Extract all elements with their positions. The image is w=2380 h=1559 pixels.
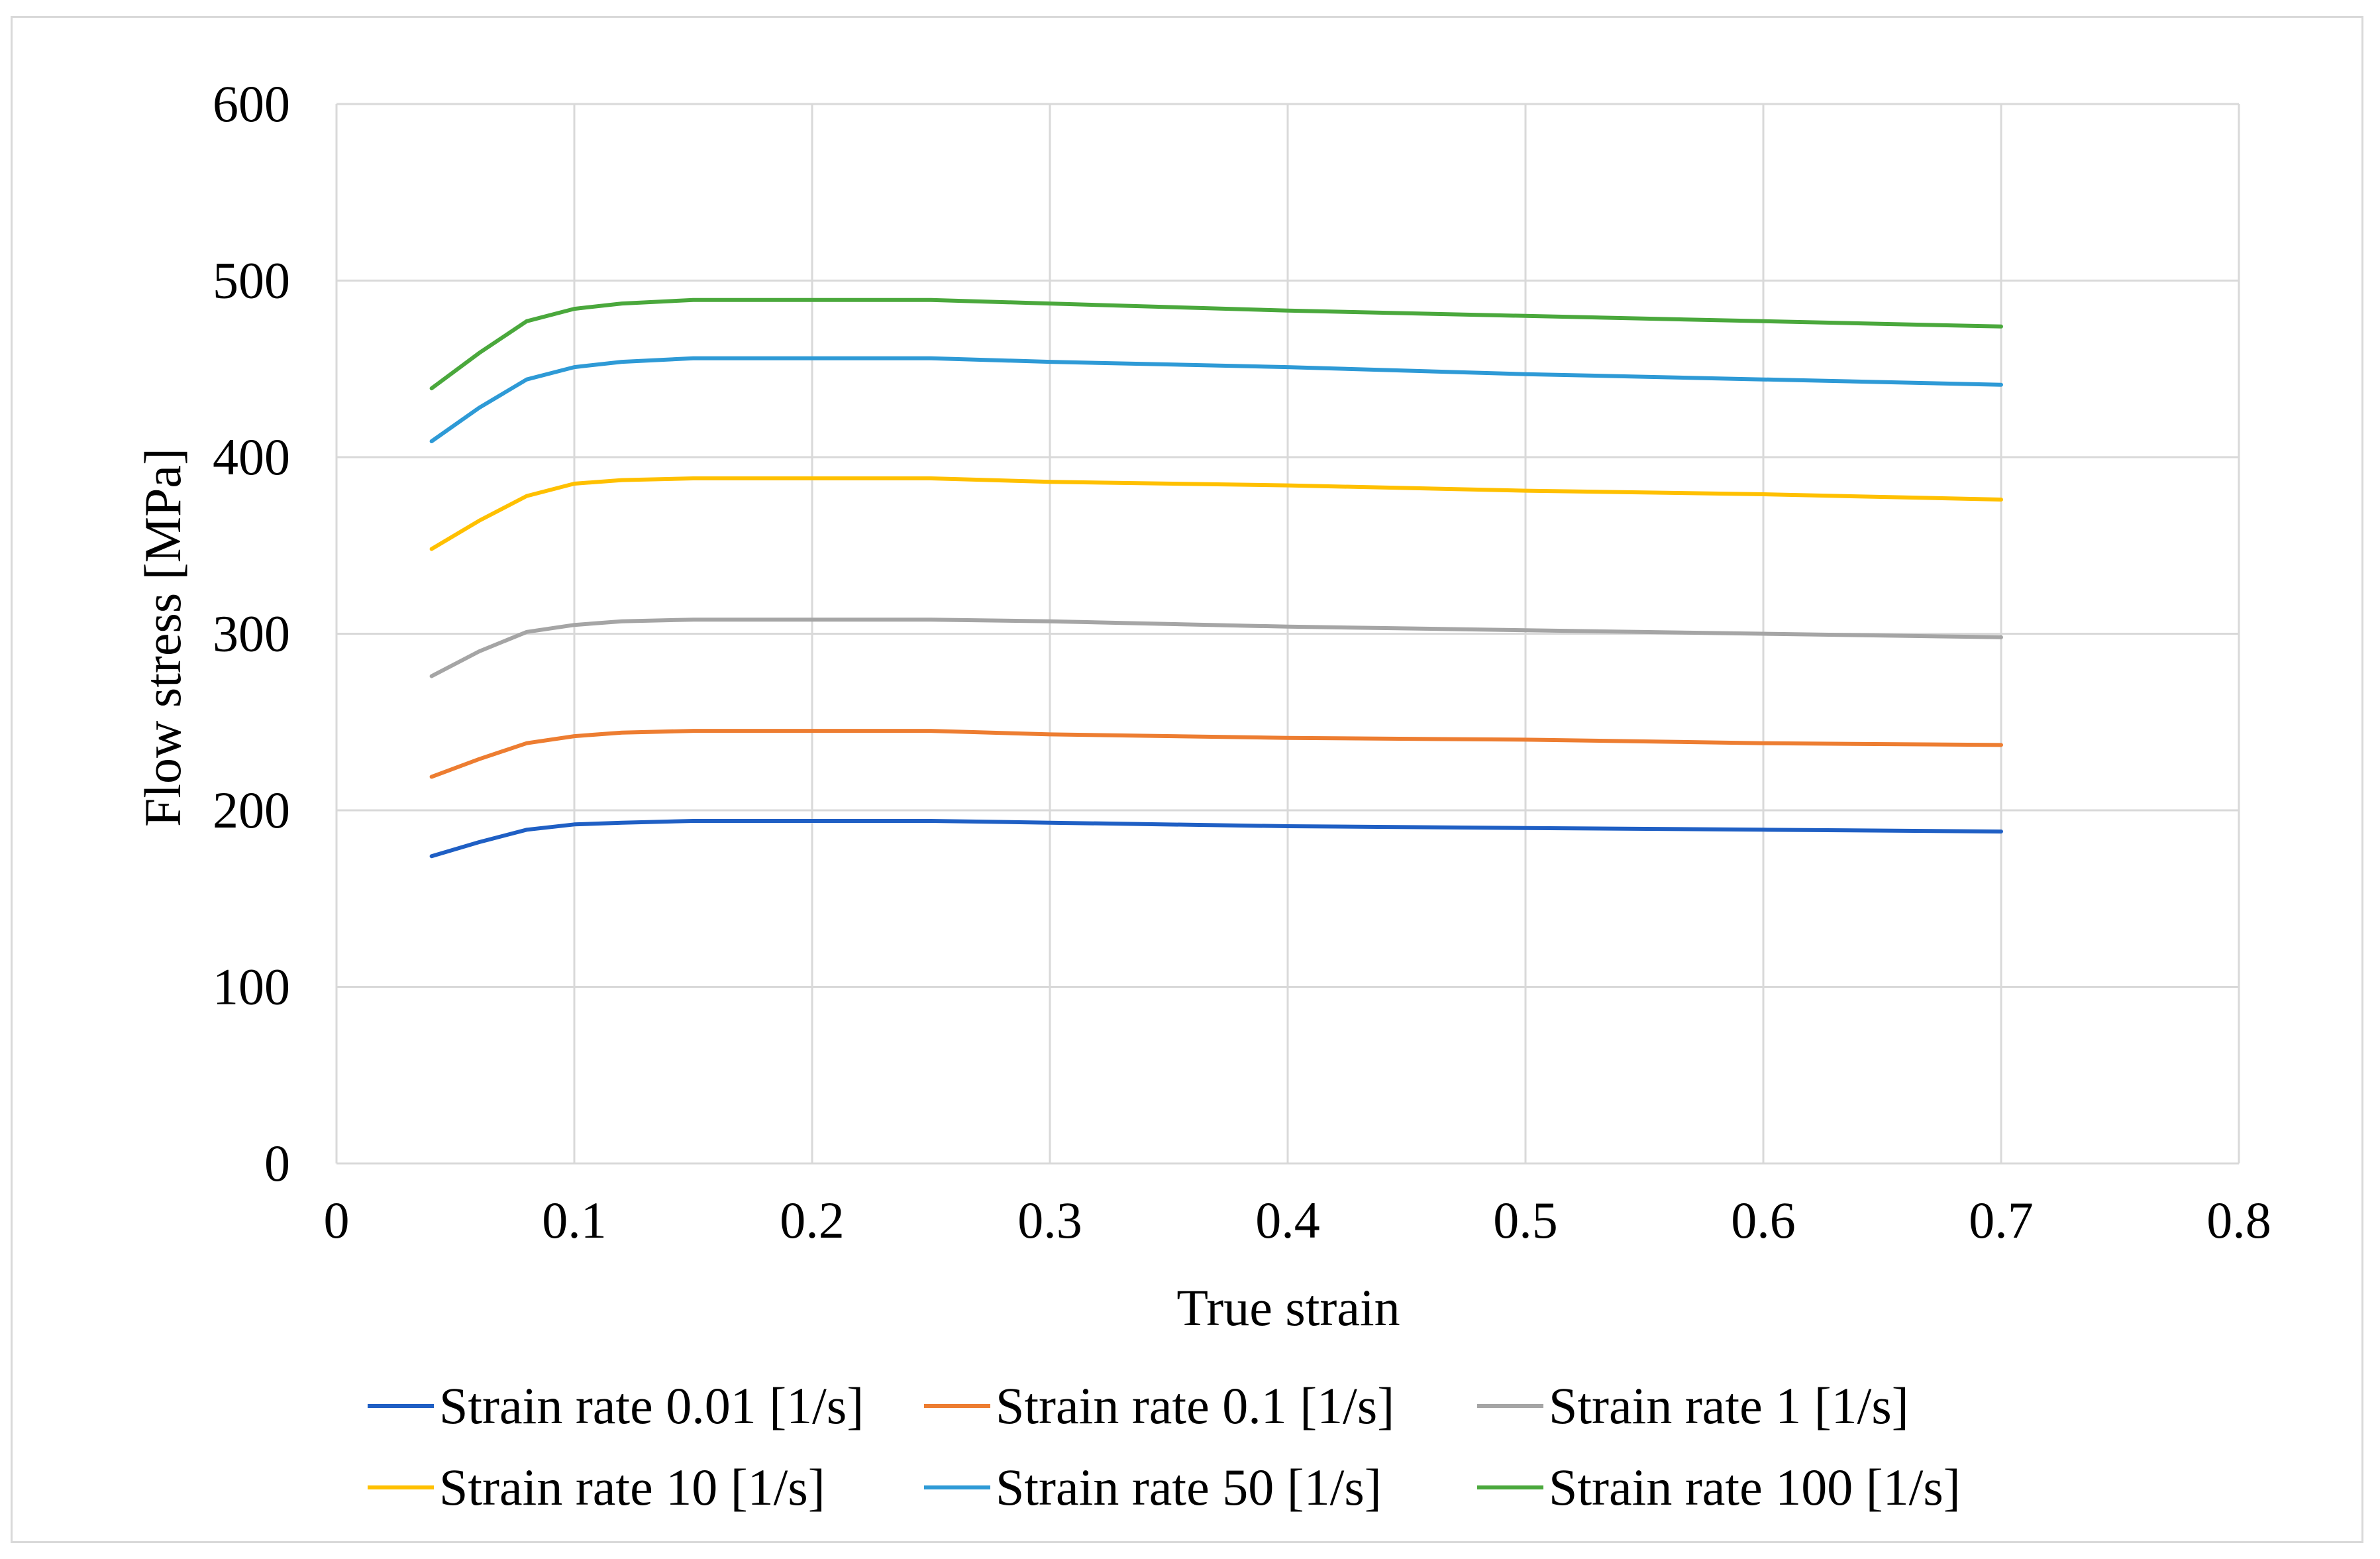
legend-item: Strain rate 10 [1/s] — [368, 1458, 825, 1516]
x-tick-label: 0.5 — [1493, 1191, 1558, 1249]
series-line-3 — [429, 476, 2003, 551]
legend-item: Strain rate 1 [1/s] — [1477, 1377, 1909, 1434]
y-tick-label: 0 — [264, 1134, 290, 1192]
legend-item: Strain rate 50 [1/s] — [924, 1458, 1382, 1516]
series-line-0 — [429, 819, 2003, 859]
x-tick-label: 0.3 — [1017, 1191, 1082, 1249]
y-tick-label: 200 — [213, 781, 290, 839]
x-tick-label: 0.2 — [780, 1191, 845, 1249]
y-tick-label: 300 — [213, 605, 290, 663]
y-tick-label: 400 — [213, 428, 290, 486]
tick-labels: 0 0.1 0.2 0.3 0.4 0.5 0.6 0.7 0.8 0 100 200 300 400 50… — [213, 75, 2271, 1249]
gridlines — [335, 103, 2240, 1165]
legend-item: Strain rate 100 [1/s] — [1477, 1458, 1961, 1516]
y-tick-label: 500 — [213, 252, 290, 309]
legend-label: Strain rate 1 [1/s] — [1549, 1377, 1909, 1434]
series-lines — [429, 297, 2003, 859]
legend-label: Strain rate 0.1 [1/s] — [996, 1377, 1394, 1434]
series-line-4 — [429, 356, 2003, 443]
x-tick-label: 0 — [324, 1191, 350, 1249]
x-tick-label: 0.6 — [1731, 1191, 1796, 1249]
x-tick-label: 0.1 — [542, 1191, 607, 1249]
x-tick-label: 0.7 — [1969, 1191, 2034, 1249]
y-axis-label: Flow stress [MPa] — [134, 448, 191, 827]
series-line-2 — [429, 618, 2003, 678]
series-line-1 — [429, 729, 2003, 779]
x-tick-label: 0.4 — [1255, 1191, 1320, 1249]
legend-label: Strain rate 10 [1/s] — [439, 1458, 825, 1516]
legend: Strain rate 0.01 [1/s] Strain rate 0.1 [1… — [368, 1377, 1961, 1516]
y-tick-label: 600 — [213, 75, 290, 133]
legend-label: Strain rate 50 [1/s] — [996, 1458, 1382, 1516]
x-axis-label: True strain — [1176, 1279, 1400, 1336]
chart-frame — [11, 16, 2363, 1543]
x-tick-label: 0.8 — [2206, 1191, 2271, 1249]
legend-item: Strain rate 0.1 [1/s] — [924, 1377, 1394, 1434]
legend-label: Strain rate 0.01 [1/s] — [439, 1377, 864, 1434]
legend-label: Strain rate 100 [1/s] — [1549, 1458, 1961, 1516]
legend-item: Strain rate 0.01 [1/s] — [368, 1377, 864, 1434]
y-tick-label: 100 — [213, 958, 290, 1016]
series-line-5 — [429, 297, 2003, 391]
